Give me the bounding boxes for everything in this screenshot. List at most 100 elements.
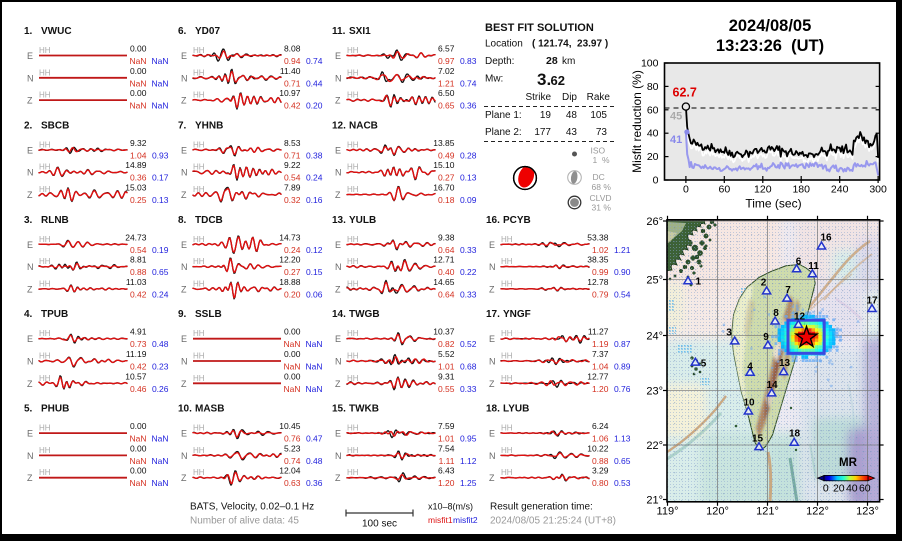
svg-text:60: 60 — [718, 184, 730, 196]
svg-text:1.04: 1.04 — [592, 362, 609, 372]
svg-text:0.73: 0.73 — [130, 339, 147, 349]
svg-text:N: N — [489, 357, 496, 367]
svg-text:12: 12 — [794, 312, 806, 323]
svg-text:0: 0 — [823, 483, 829, 495]
svg-text:0.25: 0.25 — [130, 195, 147, 205]
svg-text:HH: HH — [193, 468, 205, 477]
svg-text:1.01: 1.01 — [438, 434, 455, 444]
svg-text:E: E — [181, 429, 187, 439]
svg-text:E: E — [27, 334, 33, 344]
svg-text:Z: Z — [27, 96, 33, 106]
svg-text:NaN: NaN — [129, 78, 146, 88]
svg-text:1.19: 1.19 — [592, 339, 609, 349]
svg-text:YULB: YULB — [349, 215, 376, 226]
svg-text:HH: HH — [347, 468, 359, 477]
svg-text:NaN: NaN — [283, 339, 300, 349]
svg-text:0.13: 0.13 — [152, 195, 169, 205]
svg-text:HH: HH — [347, 352, 359, 361]
svg-text:0.00: 0.00 — [130, 421, 147, 431]
svg-text:HH: HH — [39, 235, 51, 244]
svg-text:3.29: 3.29 — [592, 466, 609, 476]
svg-text:0.28: 0.28 — [460, 150, 477, 160]
svg-text:0.17: 0.17 — [152, 173, 169, 183]
svg-text:0.46: 0.46 — [130, 384, 147, 394]
svg-text:0.00: 0.00 — [130, 66, 147, 76]
svg-text:Z: Z — [489, 379, 495, 389]
svg-text:BEST FIT SOLUTION: BEST FIT SOLUTION — [485, 22, 594, 34]
svg-text:0.36: 0.36 — [460, 101, 477, 111]
svg-text:24°: 24° — [646, 331, 663, 343]
svg-text:Dip: Dip — [562, 92, 577, 103]
svg-text:0.12: 0.12 — [306, 245, 323, 255]
svg-text:HH: HH — [193, 68, 205, 77]
svg-text:9.38: 9.38 — [438, 232, 455, 242]
svg-text:HH: HH — [39, 279, 51, 288]
svg-text:0.74: 0.74 — [460, 78, 477, 88]
svg-text:HH: HH — [501, 235, 513, 244]
svg-text:HH: HH — [39, 352, 51, 361]
svg-text:0.00: 0.00 — [130, 443, 147, 453]
svg-text:0.65: 0.65 — [614, 456, 631, 466]
svg-text:0.71: 0.71 — [284, 78, 301, 88]
svg-text:HH: HH — [193, 257, 205, 266]
svg-text:12.78: 12.78 — [587, 277, 609, 287]
svg-text:1.06: 1.06 — [592, 434, 609, 444]
svg-text:Z: Z — [489, 284, 495, 294]
svg-text:0.00: 0.00 — [284, 349, 301, 359]
svg-text:HH: HH — [501, 329, 513, 338]
svg-text:14: 14 — [766, 380, 778, 391]
svg-text:NaN: NaN — [151, 434, 168, 444]
svg-text:Location: Location — [485, 39, 523, 50]
svg-text:0.71: 0.71 — [284, 150, 301, 160]
svg-text:16.70: 16.70 — [433, 183, 455, 193]
svg-text:0.13: 0.13 — [460, 173, 477, 183]
svg-text:0.15: 0.15 — [306, 267, 323, 277]
svg-text:HH: HH — [193, 352, 205, 361]
svg-text:TDCB: TDCB — [195, 215, 223, 226]
svg-text:0.48: 0.48 — [152, 339, 169, 349]
svg-text:TPUB: TPUB — [41, 309, 68, 320]
svg-text:N: N — [181, 451, 188, 461]
svg-text:Plane 2:: Plane 2: — [485, 127, 522, 138]
svg-text:0.00: 0.00 — [284, 371, 301, 381]
svg-text:6.43: 6.43 — [438, 466, 455, 476]
svg-text:0.82: 0.82 — [438, 339, 455, 349]
svg-text:60: 60 — [647, 104, 659, 116]
svg-text:HH: HH — [347, 185, 359, 194]
svg-text:N: N — [181, 357, 188, 367]
svg-text:18: 18 — [789, 429, 801, 440]
svg-text:HH: HH — [39, 46, 51, 55]
svg-text:120°: 120° — [706, 506, 729, 518]
svg-text:HH: HH — [39, 163, 51, 172]
svg-text:9.: 9. — [178, 309, 187, 320]
svg-text:Z: Z — [181, 96, 187, 106]
svg-text:0.33: 0.33 — [460, 384, 477, 394]
svg-text:Z: Z — [181, 284, 187, 294]
svg-text:HH: HH — [193, 46, 205, 55]
svg-text:SXI1: SXI1 — [349, 26, 371, 37]
svg-text:Depth:: Depth: — [485, 56, 514, 67]
svg-text:11: 11 — [808, 261, 819, 272]
svg-text:5.23: 5.23 — [284, 443, 301, 453]
svg-text:HH: HH — [347, 163, 359, 172]
svg-text:7.59: 7.59 — [438, 421, 455, 431]
svg-text:23°: 23° — [646, 386, 663, 398]
svg-text:15: 15 — [752, 434, 764, 445]
svg-text:0.24: 0.24 — [284, 245, 301, 255]
svg-text:RLNB: RLNB — [41, 215, 69, 226]
svg-text:60: 60 — [859, 483, 871, 495]
svg-text:0.64: 0.64 — [438, 245, 455, 255]
svg-text:misfit2: misfit2 — [453, 515, 478, 525]
svg-text:E: E — [489, 334, 495, 344]
svg-text:5.52: 5.52 — [438, 349, 455, 359]
svg-text:HH: HH — [193, 235, 205, 244]
svg-text:0.00: 0.00 — [130, 466, 147, 476]
svg-text:0.19: 0.19 — [152, 245, 169, 255]
svg-text:300: 300 — [869, 184, 887, 196]
svg-text:7.37: 7.37 — [592, 349, 609, 359]
svg-text:6: 6 — [796, 256, 802, 267]
svg-text:Z: Z — [27, 284, 33, 294]
svg-text:HH: HH — [501, 446, 513, 455]
svg-text:7.02: 7.02 — [438, 66, 455, 76]
svg-text:HH: HH — [347, 235, 359, 244]
